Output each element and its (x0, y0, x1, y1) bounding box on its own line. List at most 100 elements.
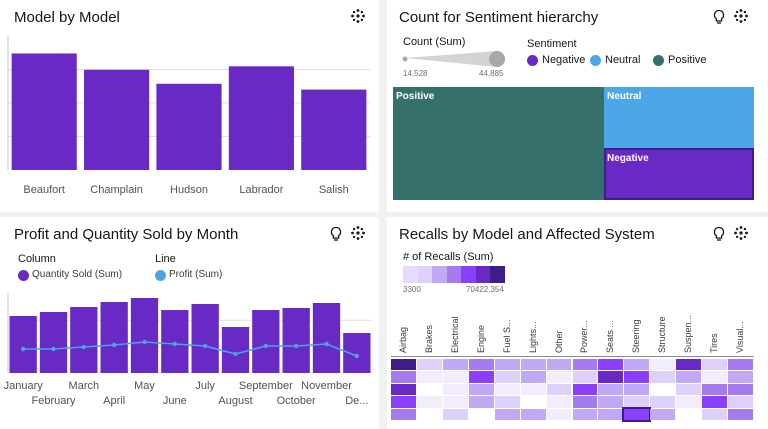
heatmap-cell[interactable] (468, 396, 494, 408)
heatmap-cell[interactable] (546, 408, 572, 420)
legend-item-positive[interactable]: Positive (668, 54, 707, 66)
heatmap-cell[interactable] (676, 359, 702, 371)
heatmap-cell[interactable] (728, 371, 753, 383)
bar-april[interactable] (100, 302, 128, 373)
bar-march[interactable] (70, 307, 98, 373)
bar-june[interactable] (161, 310, 189, 373)
heatmap-cell[interactable] (494, 371, 520, 383)
gear-icon[interactable] (350, 225, 366, 241)
heatmap-cell[interactable] (391, 396, 416, 408)
treemap-node-negative[interactable]: Negative (604, 148, 754, 200)
profit-point[interactable] (81, 344, 87, 350)
heatmap-cell[interactable] (391, 359, 416, 371)
treemap-node-positive[interactable]: Positive (393, 87, 604, 200)
profit-point[interactable] (354, 353, 360, 359)
heatmap-cell[interactable] (416, 371, 442, 383)
profit-point[interactable] (20, 346, 26, 352)
bar-salish[interactable] (301, 89, 367, 170)
lightbulb-icon[interactable] (711, 9, 727, 25)
heatmap-cell[interactable] (572, 371, 598, 383)
profit-point[interactable] (293, 343, 299, 349)
heatmap-cell[interactable] (391, 371, 416, 383)
lightbulb-icon[interactable] (328, 226, 344, 242)
heatmap-cell[interactable] (468, 371, 494, 383)
heatmap-cell[interactable] (520, 383, 546, 396)
heatmap-cell[interactable] (598, 408, 624, 420)
heatmap-cell[interactable] (624, 359, 650, 371)
bar-october[interactable] (282, 308, 310, 373)
heatmap-cell[interactable] (494, 359, 520, 371)
heatmap-cell[interactable] (728, 359, 753, 371)
profit-point[interactable] (111, 342, 117, 348)
legend-item-neutral[interactable]: Neutral (605, 54, 641, 66)
heatmap-cell[interactable] (702, 359, 728, 371)
gear-icon[interactable] (733, 8, 749, 24)
heatmap-cell[interactable] (416, 383, 442, 396)
heatmap-cell[interactable] (416, 396, 442, 408)
heatmap-cell[interactable] (728, 408, 753, 420)
profit-point[interactable] (172, 341, 178, 347)
heatmap-cell[interactable] (468, 359, 494, 371)
heatmap-cell[interactable] (520, 371, 546, 383)
heatmap-cell[interactable] (728, 383, 753, 396)
bar-november[interactable] (312, 303, 341, 373)
heatmap-cell[interactable] (702, 408, 728, 420)
bar-september[interactable] (252, 310, 280, 373)
heatmap-cell[interactable] (572, 408, 598, 420)
heatmap-cell[interactable] (572, 396, 598, 408)
heatmap-cell[interactable] (520, 359, 546, 371)
heatmap-cell[interactable] (546, 371, 572, 383)
bar-may[interactable] (130, 298, 159, 373)
lightbulb-icon[interactable] (711, 226, 727, 242)
heatmap-cell[interactable] (520, 396, 546, 408)
heatmap-cell[interactable] (572, 383, 598, 396)
bar-july[interactable] (191, 304, 219, 373)
heatmap-cell[interactable] (494, 383, 520, 396)
heatmap-cell[interactable] (546, 359, 572, 371)
heatmap-cell[interactable] (442, 396, 468, 408)
heatmap-cell[interactable] (650, 371, 676, 383)
heatmap-cell[interactable] (598, 371, 624, 383)
heatmap-cell[interactable] (728, 396, 753, 408)
heatmap-cell[interactable] (442, 359, 468, 371)
heatmap-cell[interactable] (416, 359, 442, 371)
bar-hudson[interactable] (156, 83, 222, 170)
heatmap-cell[interactable] (468, 408, 494, 420)
heatmap-cell[interactable] (546, 396, 572, 408)
heatmap-cell[interactable] (624, 371, 650, 383)
legend-item-profit[interactable]: Profit (Sum) (169, 269, 223, 280)
heatmap-cell[interactable] (494, 408, 520, 420)
heatmap-cell[interactable] (598, 396, 624, 408)
profit-point[interactable] (202, 343, 208, 349)
heatmap-cell[interactable] (676, 408, 702, 420)
heatmap-cell[interactable] (650, 383, 676, 396)
heatmap-cell[interactable] (416, 408, 442, 420)
bar-labrador[interactable] (228, 66, 294, 170)
profit-point[interactable] (263, 343, 269, 349)
heatmap-cell[interactable] (442, 383, 468, 396)
heatmap-cell[interactable] (676, 396, 702, 408)
heatmap-cell[interactable] (622, 406, 652, 423)
bar-august[interactable] (221, 327, 250, 373)
heatmap-cell[interactable] (546, 383, 572, 396)
heatmap-cell[interactable] (676, 371, 702, 383)
heatmap-cell[interactable] (650, 396, 676, 408)
heatmap-cell[interactable] (702, 396, 728, 408)
heatmap-cell[interactable] (650, 408, 676, 420)
heatmap-cell[interactable] (442, 408, 468, 420)
heatmap-cell[interactable] (494, 396, 520, 408)
gear-icon[interactable] (350, 8, 366, 24)
heatmap-cell[interactable] (520, 408, 546, 420)
bar-january[interactable] (9, 316, 37, 373)
profit-point[interactable] (324, 341, 329, 347)
heatmap-cell[interactable] (598, 383, 624, 396)
heatmap-cell[interactable] (702, 383, 728, 396)
heatmap-cell[interactable] (598, 359, 624, 371)
legend-item-negative[interactable]: Negative (542, 54, 586, 66)
legend-item-quantity[interactable]: Quantity Sold (Sum) (32, 269, 123, 280)
profit-point[interactable] (233, 351, 238, 357)
bar-champlain[interactable] (84, 69, 150, 170)
heatmap-cell[interactable] (391, 383, 416, 396)
heatmap-cell[interactable] (468, 383, 494, 396)
treemap-node-neutral[interactable]: Neutral (604, 87, 754, 148)
